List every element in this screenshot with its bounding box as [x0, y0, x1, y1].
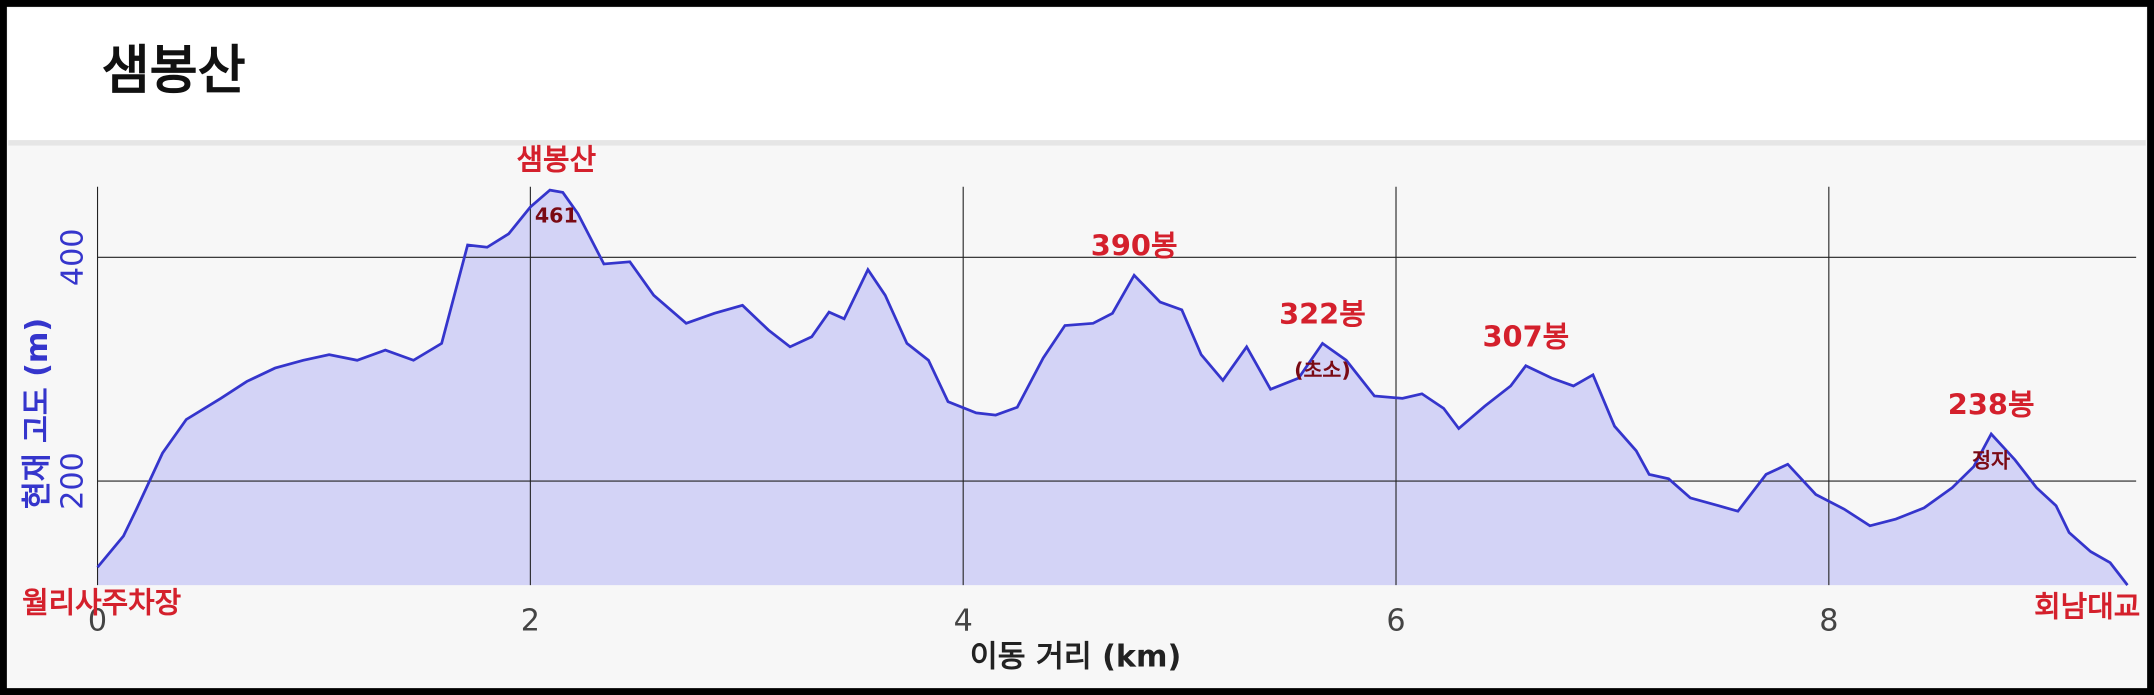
peak-label: 322봉 [1279, 297, 1366, 331]
peak-note: 461 [535, 204, 578, 228]
x-axis-label: 이동 거리 (km) [970, 639, 1181, 674]
x-tick-label: 2 [521, 604, 540, 639]
start-label: 월리사주차장 [22, 585, 181, 619]
y-tick-label: 200 [56, 452, 91, 510]
chart-title: 샘봉산 [102, 41, 246, 101]
y-tick-label: 400 [56, 228, 91, 286]
area-fill [97, 190, 2128, 586]
header-shadow [8, 137, 2146, 146]
header [8, 8, 2146, 141]
end-label: 회남대교 [2034, 589, 2140, 623]
peak-label: 238봉 [1948, 388, 2035, 422]
elevation-line [96, 188, 2129, 586]
peak-note: (초소) [1294, 358, 1351, 382]
peak-note: 정자 [1972, 449, 2010, 473]
x-tick-label: 4 [954, 604, 973, 639]
peak-label: 샘봉산 [517, 143, 597, 177]
y-axis-label: 현재 고도 (m) [20, 318, 55, 509]
peak-label: 307봉 [1483, 319, 1570, 353]
x-tick-label: 0 [88, 604, 107, 639]
peak-label: 390봉 [1091, 229, 1178, 263]
x-tick-label: 8 [1819, 604, 1838, 639]
x-tick-label: 6 [1386, 604, 1405, 639]
